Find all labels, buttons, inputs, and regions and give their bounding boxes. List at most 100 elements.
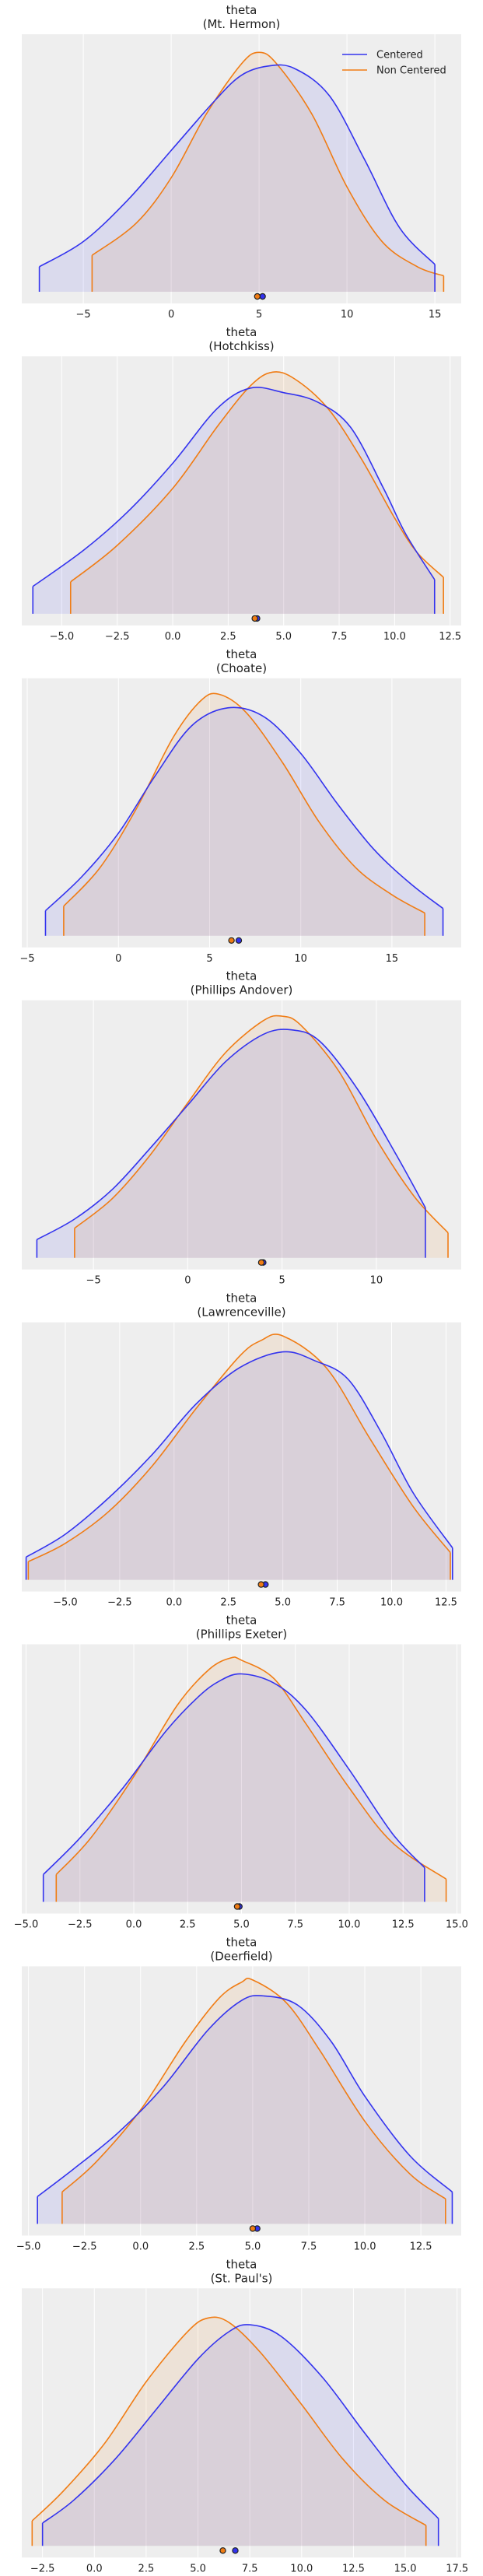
x-tick-label: 15.0 [394, 2563, 417, 2574]
panel-subtitle: (Choate) [216, 661, 267, 675]
plot-area [22, 1966, 461, 2236]
density-fill-non-centered [92, 52, 444, 292]
panel-title: theta [226, 2257, 257, 2271]
x-tick-label: 2.5 [220, 631, 236, 643]
x-tick-label: 15 [386, 953, 399, 965]
x-tick-label: 17.5 [446, 2563, 468, 2574]
x-tick-label: 12.5 [392, 1919, 415, 1931]
mean-marker [254, 293, 261, 300]
x-tick-label: −2.5 [107, 1597, 132, 1609]
plot-area [22, 356, 461, 626]
x-tick-label: −5.0 [50, 631, 75, 643]
x-tick-label: 5.0 [245, 2241, 261, 2252]
x-tick-label: 7.5 [329, 1597, 345, 1609]
density-line-non-centered [63, 692, 425, 914]
x-tick-label: 10 [294, 953, 307, 965]
panel-subtitle: (Mt. Hermon) [203, 17, 281, 31]
density-fill-centered [33, 387, 435, 614]
x-tick-label: −5.0 [14, 1919, 39, 1931]
legend-label: Non Centered [376, 65, 446, 77]
density-line-centered [32, 387, 436, 587]
x-tick-label: −5.0 [16, 2241, 41, 2252]
density-panel: theta(Phillips Exeter) −5.0 −2.5 0.0 2.5 5.0 7… [14, 1614, 468, 1931]
mean-marker [259, 293, 266, 300]
mean-marker [257, 1259, 265, 1266]
mean-marker [219, 2547, 226, 2554]
panel-subtitle: (Hotchkiss) [208, 339, 274, 353]
density-line-centered [37, 1029, 426, 1240]
x-tick-label: 10.0 [380, 1597, 403, 1609]
mean-marker [249, 2225, 257, 2232]
panel-title: theta [226, 1292, 257, 1306]
density-fill-centered [45, 707, 443, 936]
plot-area [22, 1000, 461, 1270]
density-line-centered [26, 1351, 453, 1558]
x-tick-label: 0 [184, 1275, 191, 1287]
x-tick-label: 12.5 [439, 631, 461, 643]
panel-title: theta [226, 1935, 257, 1949]
plot-area [22, 34, 461, 303]
density-line-non-centered [70, 371, 444, 583]
density-line-centered [42, 2324, 439, 2524]
density-panel: theta(Lawrenceville) −5.0 −2.5 0.0 2.5 5.0 7.5… [22, 1292, 461, 1609]
panel-title: theta [226, 3, 257, 17]
x-tick-label: 5.0 [190, 2563, 206, 2574]
x-tick-label: 7.5 [287, 1919, 303, 1931]
density-fill-centered [37, 1995, 453, 2224]
x-tick-label: 0.0 [166, 1597, 182, 1609]
density-fill-non-centered [61, 1978, 446, 2224]
x-tick-label: 10 [370, 1275, 383, 1287]
panel-title: theta [226, 325, 257, 339]
x-tick-label: −2.5 [72, 2241, 97, 2252]
x-tick-label: 2.5 [189, 2241, 205, 2252]
mean-marker [232, 2547, 239, 2554]
plot-area [22, 678, 461, 948]
density-line-non-centered [55, 1656, 447, 1880]
panel-subtitle: (Phillips Exeter) [196, 1628, 287, 1642]
density-fill-non-centered [56, 1656, 446, 1902]
density-fill-centered [39, 65, 436, 292]
x-tick-label: 10 [341, 309, 354, 321]
x-tick-label: 10.0 [290, 2563, 313, 2574]
density-fill-centered [43, 1674, 425, 1902]
panel-subtitle: (Deerfield) [210, 1949, 272, 1963]
panel-subtitle: (St. Paul's) [211, 2271, 273, 2285]
x-tick-label: 2.5 [138, 2563, 155, 2574]
x-tick-label: −5 [19, 953, 34, 965]
x-tick-label: 5.0 [275, 1597, 291, 1609]
density-panel: theta(St. Paul's) −2.5 0.0 2.5 5.0 7.5 10.0 12.… [22, 2257, 468, 2574]
x-tick-label: 0.0 [126, 1919, 142, 1931]
density-line-centered [39, 64, 436, 268]
x-tick-label: −2.5 [30, 2563, 55, 2574]
x-tick-label: 5.0 [275, 631, 292, 643]
density-fill-non-centered [63, 693, 425, 936]
density-panel: theta(Choate) −5 0 5 10 15 [19, 647, 461, 965]
density-line-centered [37, 1995, 453, 2197]
mean-marker [235, 937, 243, 945]
x-tick-label: 12.5 [435, 1597, 457, 1609]
legend-label: Centered [376, 50, 423, 61]
x-tick-label: 15.0 [446, 1919, 468, 1931]
density-line-non-centered [74, 1015, 449, 1234]
density-panel: theta(Hotchkiss) −5.0 −2.5 0.0 2.5 5.0 7.5 10.0… [22, 325, 461, 643]
panel-title: theta [226, 969, 257, 983]
mean-marker [228, 937, 235, 945]
panel-title: theta [226, 1614, 257, 1628]
panel-subtitle: (Lawrenceville) [197, 1306, 285, 1320]
x-tick-label: −5 [76, 309, 91, 321]
x-tick-label: 5.0 [233, 1919, 250, 1931]
x-tick-label: 0.0 [165, 631, 181, 643]
x-tick-label: −2.5 [105, 631, 130, 643]
density-line-non-centered [31, 2316, 427, 2526]
density-line-centered [44, 706, 444, 912]
x-tick-label: 0 [168, 309, 174, 321]
x-tick-label: 7.5 [331, 631, 348, 643]
x-tick-label: 5 [206, 953, 212, 965]
density-panel: theta(Deerfield) −5.0 −2.5 0.0 2.5 5.0 7.5 10.0… [16, 1935, 461, 2252]
density-fill-centered [42, 2324, 439, 2546]
x-tick-label: 2.5 [220, 1597, 236, 1609]
density-fill-centered [26, 1351, 453, 1580]
x-tick-label: 7.5 [242, 2563, 258, 2574]
x-tick-label: 2.5 [180, 1919, 196, 1931]
